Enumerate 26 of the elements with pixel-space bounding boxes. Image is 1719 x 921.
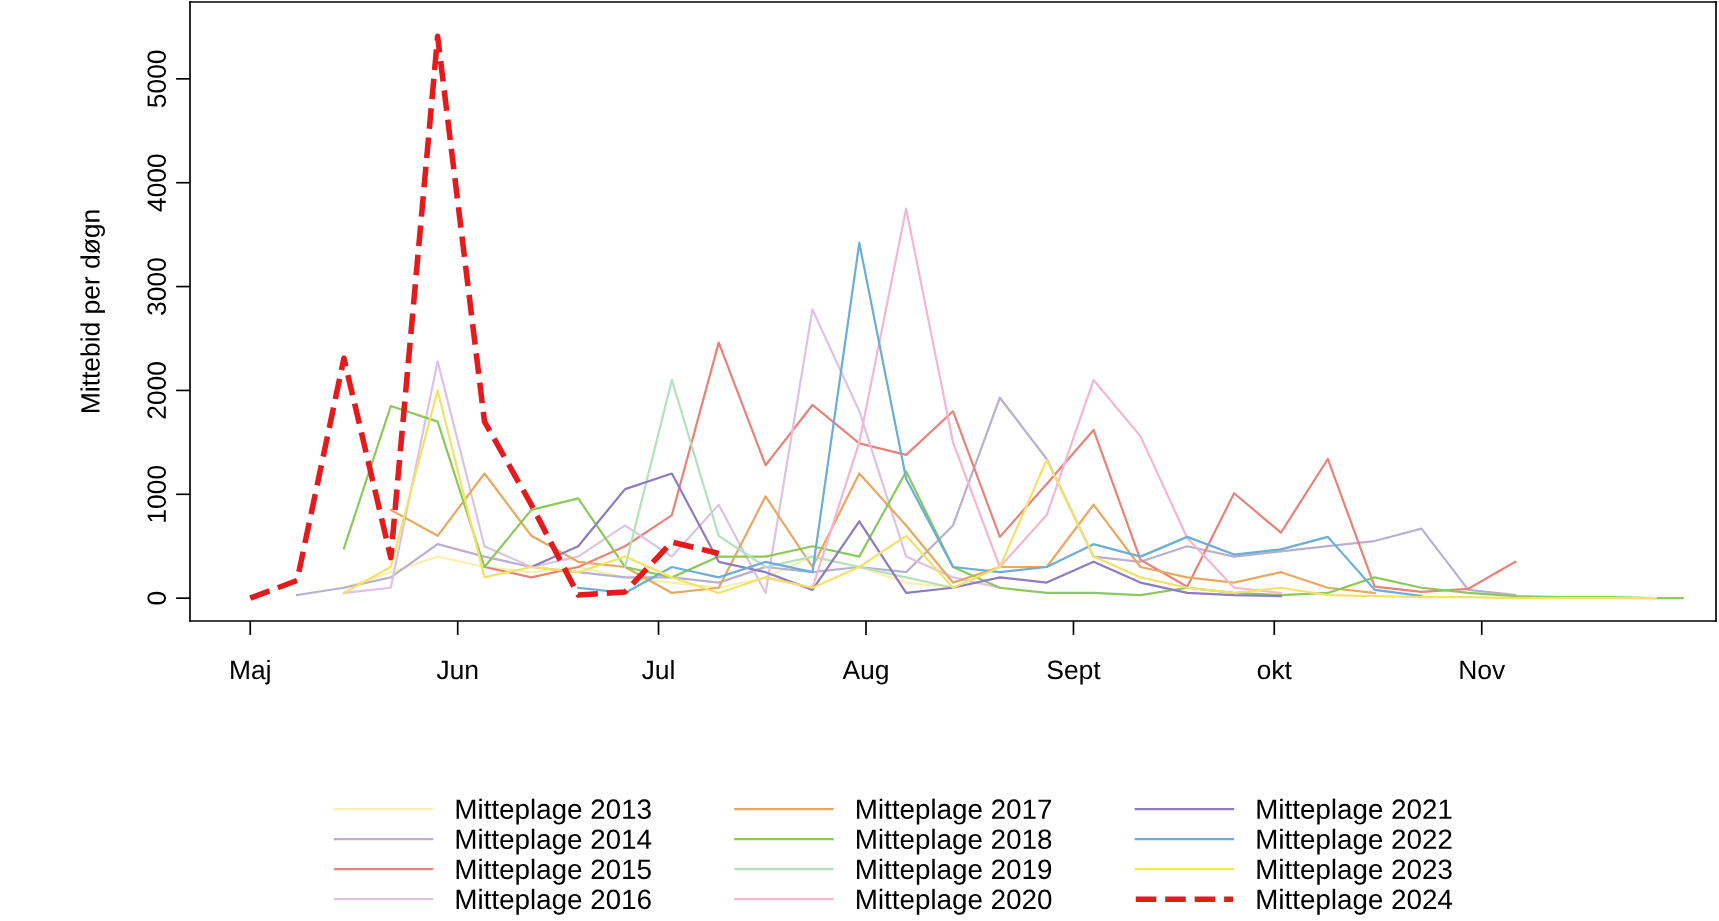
- legend-label: Mitteplage 2018: [857, 828, 1052, 855]
- legend-label: Mitteplage 2020: [857, 888, 1052, 915]
- x-tick-label: Nov: [1460, 660, 1506, 680]
- legend-label: Mitteplage 2014: [456, 828, 652, 855]
- x-tick-label: Aug: [842, 660, 888, 685]
- x-tick-label: Sept: [1047, 660, 1101, 685]
- y-axis-title: Mittebid per døgn: [80, 210, 105, 412]
- legend-label: Mitteplage 2021: [1257, 798, 1452, 825]
- x-tick-label: Jul: [642, 659, 674, 680]
- legend-label: Mitteplage 2023: [1257, 858, 1452, 885]
- y-tick-label: 3000: [147, 258, 167, 315]
- legend-label: Mitteplage 2019: [857, 858, 1052, 885]
- y-tick-label: 1000: [147, 465, 167, 522]
- legend-label: Mitteplage 2017: [857, 798, 1052, 825]
- legend-label: Mitteplage 2015: [456, 858, 651, 885]
- x-tick-label: okt: [1257, 659, 1292, 680]
- y-tick-label: 5000: [147, 50, 167, 108]
- y-tick-label: 4000: [147, 154, 167, 212]
- y-tick-label: 2000: [147, 362, 167, 419]
- y-tick-label: 0: [147, 591, 167, 605]
- x-tick-label: Jun: [436, 660, 478, 680]
- legend-label: Mitteplage 2013: [456, 798, 651, 825]
- legend-label: Mitteplage 2022: [1257, 828, 1452, 855]
- legend-label: Mitteplage 2016: [456, 888, 651, 915]
- legend-label: Mitteplage 2024: [1257, 888, 1453, 915]
- x-tick-label: Maj: [231, 659, 270, 685]
